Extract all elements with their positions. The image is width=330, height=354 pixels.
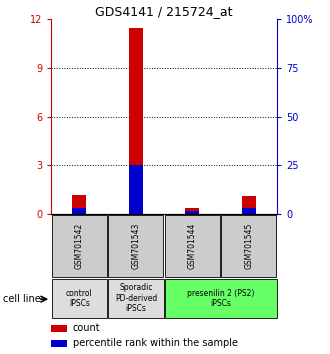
Bar	[242, 196, 256, 214]
Bar	[52, 279, 107, 318]
Text: control
IPSCs: control IPSCs	[66, 289, 93, 308]
Title: GDS4141 / 215724_at: GDS4141 / 215724_at	[95, 5, 233, 18]
Text: GSM701544: GSM701544	[188, 223, 197, 269]
Bar	[108, 279, 164, 318]
Text: count: count	[73, 324, 100, 333]
Bar	[108, 216, 163, 277]
Bar	[129, 165, 143, 214]
Bar	[185, 211, 200, 214]
Bar	[242, 208, 256, 214]
Text: GSM701542: GSM701542	[75, 223, 84, 269]
Bar	[72, 195, 86, 214]
Bar	[165, 279, 277, 318]
Bar	[51, 339, 67, 347]
Bar	[52, 216, 107, 277]
Bar	[221, 216, 276, 277]
Text: presenilin 2 (PS2)
iPSCs: presenilin 2 (PS2) iPSCs	[187, 289, 254, 308]
Text: cell line: cell line	[3, 294, 41, 304]
Bar	[72, 208, 86, 214]
Text: GSM701543: GSM701543	[131, 223, 141, 269]
Text: GSM701545: GSM701545	[245, 223, 253, 269]
Bar	[165, 216, 219, 277]
Text: Sporadic
PD-derived
iPSCs: Sporadic PD-derived iPSCs	[115, 283, 157, 313]
Bar	[185, 208, 200, 214]
Text: percentile rank within the sample: percentile rank within the sample	[73, 338, 238, 348]
Bar	[51, 325, 67, 332]
Bar	[129, 28, 143, 214]
